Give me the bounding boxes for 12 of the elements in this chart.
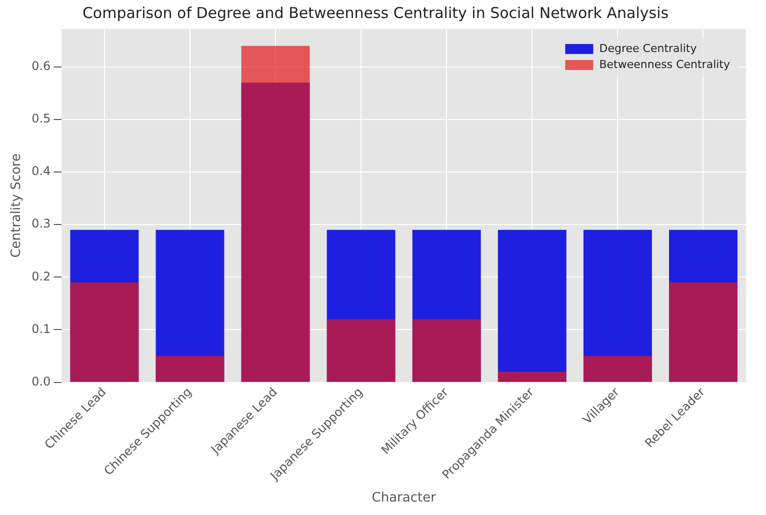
y-tick-label: 0.2 xyxy=(32,269,51,284)
chart-title: Comparison of Degree and Betweenness Centrality in Social Network Analysis xyxy=(82,4,669,22)
x-axis-title: Character xyxy=(372,490,437,506)
y-axis-title: Centrality Score xyxy=(9,154,24,258)
y-tick-label: 0.5 xyxy=(32,112,51,126)
y-tick-label: 0.4 xyxy=(32,164,51,178)
y-tick-label: 0.6 xyxy=(32,58,51,73)
y-tick-label: 0.0 xyxy=(32,374,51,388)
legend-label: Betweenness Centrality xyxy=(599,58,730,71)
legend-label: Degree Centrality xyxy=(599,42,698,55)
y-tick-label: 0.1 xyxy=(32,322,51,336)
y-tick-label: 0.3 xyxy=(32,216,51,231)
